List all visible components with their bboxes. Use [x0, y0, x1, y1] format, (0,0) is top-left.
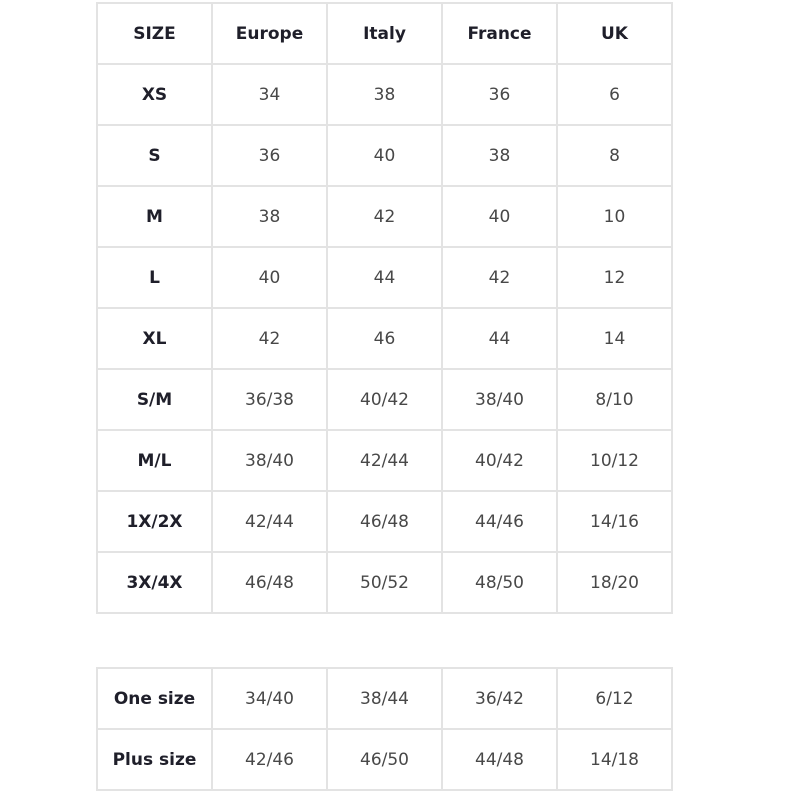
table-row: 3X/4X 46/48 50/52 48/50 18/20 [96, 551, 673, 614]
size-value-cell: 12 [556, 246, 673, 309]
table-row: S 36 40 38 8 [96, 124, 673, 187]
size-value-cell: 40 [441, 185, 558, 248]
size-value-cell: 50/52 [326, 551, 443, 614]
size-value-cell: 6/12 [556, 667, 673, 730]
size-value-cell: 46/50 [326, 728, 443, 791]
size-value-cell: 48/50 [441, 551, 558, 614]
size-label-cell: L [96, 246, 213, 309]
size-value-cell: 42/46 [211, 728, 328, 791]
size-value-cell: 14 [556, 307, 673, 370]
table-row: XL 42 46 44 14 [96, 307, 673, 370]
size-label-cell: M [96, 185, 213, 248]
table-row: S/M 36/38 40/42 38/40 8/10 [96, 368, 673, 431]
table-row: L 40 44 42 12 [96, 246, 673, 309]
size-value-cell: 46/48 [211, 551, 328, 614]
size-value-cell: 38 [211, 185, 328, 248]
size-label-cell: S [96, 124, 213, 187]
size-value-cell: 14/16 [556, 490, 673, 553]
size-value-cell: 34/40 [211, 667, 328, 730]
size-label-cell: 3X/4X [96, 551, 213, 614]
size-value-cell: 40/42 [326, 368, 443, 431]
column-header: France [441, 2, 558, 65]
size-value-cell: 42 [441, 246, 558, 309]
column-header: Italy [326, 2, 443, 65]
size-value-cell: 6 [556, 63, 673, 126]
size-value-cell: 44/48 [441, 728, 558, 791]
size-value-cell: 36 [441, 63, 558, 126]
size-value-cell: 46 [326, 307, 443, 370]
size-value-cell: 42 [211, 307, 328, 370]
column-header: Europe [211, 2, 328, 65]
size-value-cell: 14/18 [556, 728, 673, 791]
special-sizes-table: One size 34/40 38/44 36/42 6/12 Plus size 42/4… [96, 667, 673, 791]
size-value-cell: 44 [326, 246, 443, 309]
size-value-cell: 34 [211, 63, 328, 126]
table-row: One size 34/40 38/44 36/42 6/12 [96, 667, 673, 730]
size-value-cell: 44/46 [441, 490, 558, 553]
table-row: XS 34 38 36 6 [96, 63, 673, 126]
size-value-cell: 10 [556, 185, 673, 248]
size-value-cell: 44 [441, 307, 558, 370]
size-value-cell: 38 [441, 124, 558, 187]
size-label-cell: XS [96, 63, 213, 126]
table-row: 1X/2X 42/44 46/48 44/46 14/16 [96, 490, 673, 553]
header-row: SIZE Europe Italy France UK [96, 2, 673, 65]
size-value-cell: 42 [326, 185, 443, 248]
size-value-cell: 40 [211, 246, 328, 309]
size-value-cell: 42/44 [211, 490, 328, 553]
size-label-cell: S/M [96, 368, 213, 431]
size-value-cell: 8/10 [556, 368, 673, 431]
size-label-cell: 1X/2X [96, 490, 213, 553]
size-value-cell: 40 [326, 124, 443, 187]
size-label-cell: XL [96, 307, 213, 370]
size-value-cell: 38 [326, 63, 443, 126]
column-header: SIZE [96, 2, 213, 65]
size-value-cell: 8 [556, 124, 673, 187]
size-label-cell: Plus size [96, 728, 213, 791]
size-value-cell: 36/42 [441, 667, 558, 730]
size-value-cell: 40/42 [441, 429, 558, 492]
size-value-cell: 36/38 [211, 368, 328, 431]
size-value-cell: 46/48 [326, 490, 443, 553]
size-value-cell: 38/40 [441, 368, 558, 431]
size-label-cell: M/L [96, 429, 213, 492]
size-conversion-table: SIZE Europe Italy France UK XS 34 38 36 6 S 36 40 38 8… [96, 2, 673, 614]
size-value-cell: 42/44 [326, 429, 443, 492]
size-value-cell: 36 [211, 124, 328, 187]
size-value-cell: 18/20 [556, 551, 673, 614]
size-value-cell: 38/40 [211, 429, 328, 492]
table-row: M 38 42 40 10 [96, 185, 673, 248]
size-value-cell: 10/12 [556, 429, 673, 492]
column-header: UK [556, 2, 673, 65]
size-label-cell: One size [96, 667, 213, 730]
size-value-cell: 38/44 [326, 667, 443, 730]
table-row: Plus size 42/46 46/50 44/48 14/18 [96, 728, 673, 791]
table-row: M/L 38/40 42/44 40/42 10/12 [96, 429, 673, 492]
